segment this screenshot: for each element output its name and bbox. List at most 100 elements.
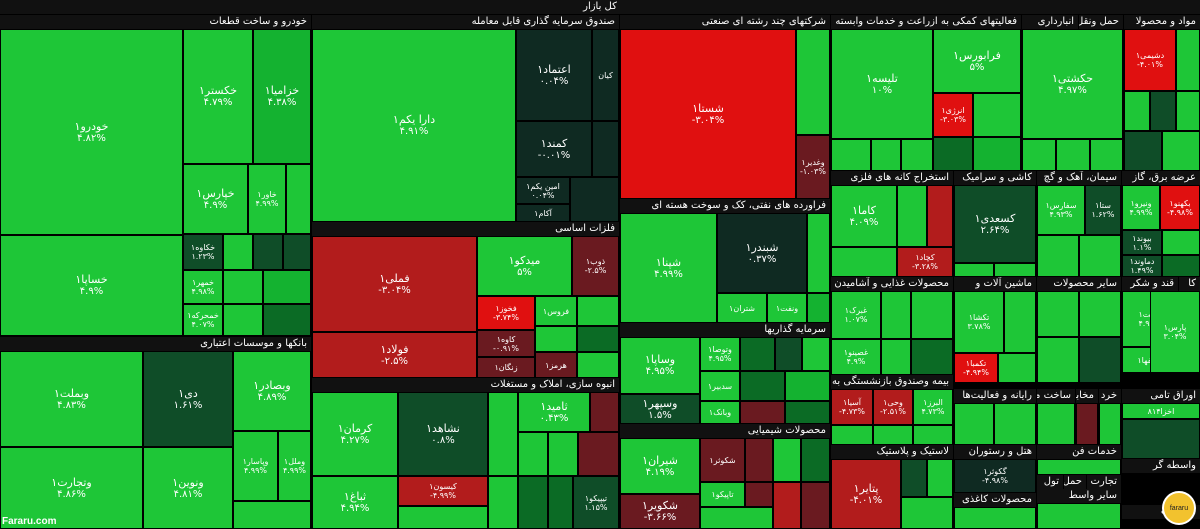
stock-tile[interactable]: پارس۱ ۳.۰۴% <box>1150 291 1200 373</box>
stock-tile[interactable]: فولاد۱ -۲.۵% <box>312 332 477 378</box>
stock-tile[interactable] <box>881 291 911 339</box>
stock-tile[interactable] <box>1079 235 1121 277</box>
stock-tile[interactable]: وبملت۱ ۴.۸۳% <box>0 351 143 447</box>
stock-tile[interactable] <box>398 506 488 529</box>
stock-tile[interactable]: انرژی۱ -۳.۰۳% <box>933 93 973 137</box>
stock-tile[interactable] <box>518 432 548 476</box>
stock-tile[interactable] <box>578 432 619 476</box>
stock-tile[interactable]: خپارس۱ ۴.۹% <box>183 164 248 234</box>
stock-tile[interactable]: شستا۱ -۳.۰۴% <box>620 29 796 199</box>
sector-header[interactable]: سایر واسط <box>1037 489 1121 503</box>
stock-tile[interactable] <box>1090 139 1123 171</box>
stock-tile[interactable]: گکوثر۱ -۴.۹۸% <box>954 459 1036 493</box>
stock-tile[interactable] <box>488 392 518 476</box>
stock-tile[interactable]: نشاهد۱ ۰.۸% <box>398 392 488 476</box>
stock-tile[interactable] <box>802 337 830 371</box>
stock-tile[interactable]: کرمان۱ ۴.۲۷% <box>312 392 398 476</box>
stock-tile[interactable] <box>1076 403 1098 445</box>
sector-header[interactable]: تجارت عم <box>1087 475 1121 489</box>
stock-tile[interactable]: خکاوه۱ ۱.۲۳% <box>183 234 223 270</box>
stock-tile[interactable] <box>913 425 953 445</box>
stock-tile[interactable]: وپاسار۱ ۴.۹۹% <box>233 431 278 501</box>
sector-header[interactable]: محصولات شیمیایی <box>620 424 830 438</box>
stock-tile[interactable]: ونفت۱ <box>767 293 807 323</box>
stock-tile[interactable]: وتجارت۱ ۴.۸۶% <box>0 447 143 529</box>
stock-tile[interactable]: تاپیکو۱ <box>700 482 745 507</box>
stock-tile[interactable] <box>801 482 830 529</box>
stock-tile[interactable] <box>807 213 830 293</box>
stock-tile[interactable]: غصینو۱ ۴.۹% <box>831 339 881 375</box>
stock-tile[interactable] <box>253 234 283 270</box>
stock-tile[interactable]: وملل۱ ۴.۹۹% <box>278 431 311 501</box>
stock-tile[interactable] <box>773 438 801 482</box>
stock-tile[interactable] <box>1037 291 1079 337</box>
sector-header[interactable]: حمل ونقل <box>1079 15 1123 29</box>
stock-tile[interactable] <box>1150 91 1176 131</box>
stock-tile[interactable]: وسپهر۱ ۱.۵% <box>620 394 700 424</box>
stock-tile[interactable] <box>831 425 873 445</box>
stock-tile[interactable] <box>927 459 953 497</box>
stock-tile[interactable] <box>994 403 1036 445</box>
stock-tile[interactable] <box>933 137 973 171</box>
stock-tile[interactable]: فروس۱ <box>535 296 577 326</box>
sector-header[interactable]: مواد و محصولا <box>1124 15 1200 29</box>
stock-tile[interactable] <box>286 164 311 234</box>
stock-tile[interactable] <box>223 304 263 336</box>
sector-header[interactable]: خرد <box>1099 389 1121 403</box>
stock-tile[interactable]: پتایر۱ -۴.۰۱% <box>831 459 901 529</box>
stock-tile[interactable]: غبرک۱ ۱.۰۷% <box>831 291 881 339</box>
stock-tile[interactable] <box>1176 91 1200 131</box>
sector-header[interactable]: مخابر <box>1076 389 1098 403</box>
sector-header[interactable]: حمل <box>1064 475 1086 489</box>
stock-tile[interactable]: بیوند۱ ۱.۱% <box>1122 230 1162 255</box>
stock-tile[interactable]: خودرو۱ ۴.۸۲% <box>0 29 183 235</box>
stock-tile[interactable] <box>233 501 311 529</box>
stock-tile[interactable] <box>897 185 927 247</box>
stock-tile[interactable] <box>1122 419 1200 459</box>
stock-tile[interactable]: خمحرکه۱ ۴.۰۷% <box>183 304 223 336</box>
stock-tile[interactable]: آکام۱ <box>516 204 570 222</box>
stock-tile[interactable]: وساپا۱ ۴.۹۵% <box>620 337 700 394</box>
stock-tile[interactable]: میدکو۱ ۵% <box>477 236 572 296</box>
sector-header[interactable]: واسطه گر <box>1122 459 1200 473</box>
sector-header[interactable]: فعالیتهای کمکی به ازراعت و خدمات وابسته <box>831 15 1021 29</box>
sector-header[interactable]: کا <box>1179 277 1200 291</box>
stock-tile[interactable]: وبانک۱ <box>700 401 740 424</box>
sector-header[interactable]: استخراج کانه های فلزی <box>831 171 953 185</box>
sector-header[interactable]: انبوه سازی، املاک و مستغلات <box>312 378 619 392</box>
sector-header[interactable]: کاشی و سرامیک <box>954 171 1036 185</box>
stock-tile[interactable] <box>1162 131 1200 171</box>
stock-tile[interactable]: خزامیا۱ ۴.۳۸% <box>253 29 311 164</box>
stock-tile[interactable]: امین یکم۱ ۰.۰۴% <box>516 177 570 204</box>
sector-header[interactable]: سیمان، آهک و گچ <box>1037 171 1121 185</box>
stock-tile[interactable] <box>807 293 830 323</box>
stock-tile[interactable] <box>592 121 619 177</box>
sector-header[interactable]: سایر محصولات <box>1037 277 1121 291</box>
stock-tile[interactable] <box>911 339 953 375</box>
stock-tile[interactable]: شیران۱ ۴.۱۹% <box>620 438 700 494</box>
stock-tile[interactable]: ونوین۱ ۴.۸۱% <box>143 447 233 529</box>
stock-tile[interactable]: تکمبا۱ -۴.۹۴% <box>954 353 998 383</box>
stock-tile[interactable] <box>283 234 311 270</box>
sector-header[interactable]: ساخت مح <box>1037 389 1075 403</box>
stock-tile[interactable] <box>263 304 311 336</box>
stock-tile[interactable] <box>1124 91 1150 131</box>
stock-tile[interactable] <box>223 234 253 270</box>
stock-tile[interactable] <box>1124 131 1162 171</box>
stock-tile[interactable]: خاور۱ ۴.۹۹% <box>248 164 286 234</box>
stock-tile[interactable] <box>954 507 1036 529</box>
stock-tile[interactable] <box>488 476 518 529</box>
stock-tile[interactable]: آسیا۱ -۴.۷۳% <box>831 389 873 425</box>
stock-tile[interactable] <box>740 371 785 401</box>
stock-tile[interactable]: فخوز۱ -۳.۷۴% <box>477 296 535 330</box>
stock-tile[interactable]: کیسون۱ -۴.۹۹% <box>398 476 488 506</box>
stock-tile[interactable] <box>1037 459 1121 475</box>
stock-tile[interactable]: خمهر۱ ۴.۹۸% <box>183 270 223 304</box>
stock-tile[interactable]: سدبیر۱ <box>700 371 740 401</box>
stock-tile[interactable] <box>1004 291 1036 353</box>
sector-header[interactable]: خدمات فن <box>1037 445 1121 459</box>
stock-tile[interactable] <box>700 507 773 529</box>
stock-tile[interactable] <box>831 247 897 277</box>
stock-tile[interactable]: البرز۱ ۴.۷۳% <box>913 389 953 425</box>
stock-tile[interactable] <box>570 177 619 222</box>
